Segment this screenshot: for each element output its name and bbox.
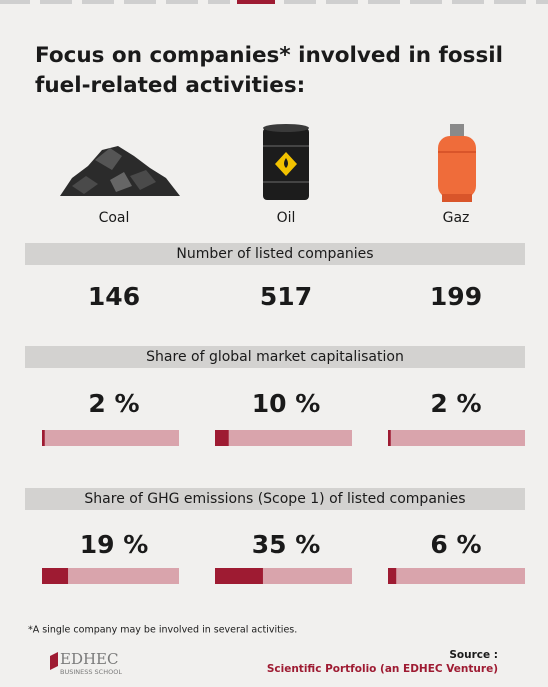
bar	[388, 568, 397, 584]
section-header-bg	[25, 243, 525, 265]
bar	[215, 568, 263, 584]
bar-track	[42, 568, 179, 584]
bar	[215, 430, 229, 446]
section-header-bg	[25, 346, 525, 368]
value-label: 517	[260, 282, 312, 311]
bar-track	[215, 430, 352, 446]
value-label: 146	[88, 282, 140, 311]
value-label: 2 %	[88, 389, 139, 418]
bar-track	[42, 430, 179, 446]
bar-track	[388, 430, 525, 446]
logo-sub: BUSINESS SCHOOL	[60, 668, 122, 676]
bar	[42, 430, 45, 446]
section-header: Share of global market capitalisation	[146, 349, 404, 365]
title-line: Focus on companies* involved in fossil	[35, 43, 503, 68]
value-label: 6 %	[430, 530, 481, 559]
item-label: Coal	[99, 210, 130, 226]
bar	[42, 568, 69, 584]
gas-cylinder-icon	[438, 124, 476, 202]
logo-name: EDHEC	[60, 650, 118, 668]
value-label: 19 %	[80, 530, 149, 559]
item-label: Gaz	[443, 210, 470, 226]
title-line: fuel-related activities:	[35, 73, 305, 98]
item-label: Oil	[277, 210, 296, 226]
value-label: 2 %	[430, 389, 481, 418]
section-header: Share of GHG emissions (Scope 1) of list…	[84, 491, 465, 507]
section-header: Number of listed companies	[176, 246, 373, 262]
source-label: Source :	[449, 649, 498, 661]
value-label: 199	[430, 282, 482, 311]
section-header-bg	[25, 488, 525, 510]
oil-barrel-icon	[263, 124, 309, 200]
bar	[388, 430, 391, 446]
bar-track	[388, 568, 525, 584]
value-label: 10 %	[252, 389, 321, 418]
coal-icon	[60, 146, 180, 196]
value-label: 35 %	[252, 530, 321, 559]
footnote: *A single company may be involved in sev…	[28, 625, 297, 636]
source-text: Scientific Portfolio (an EDHEC Venture)	[267, 663, 498, 675]
logo: EDHEC BUSINESS SCHOOL	[50, 650, 122, 676]
